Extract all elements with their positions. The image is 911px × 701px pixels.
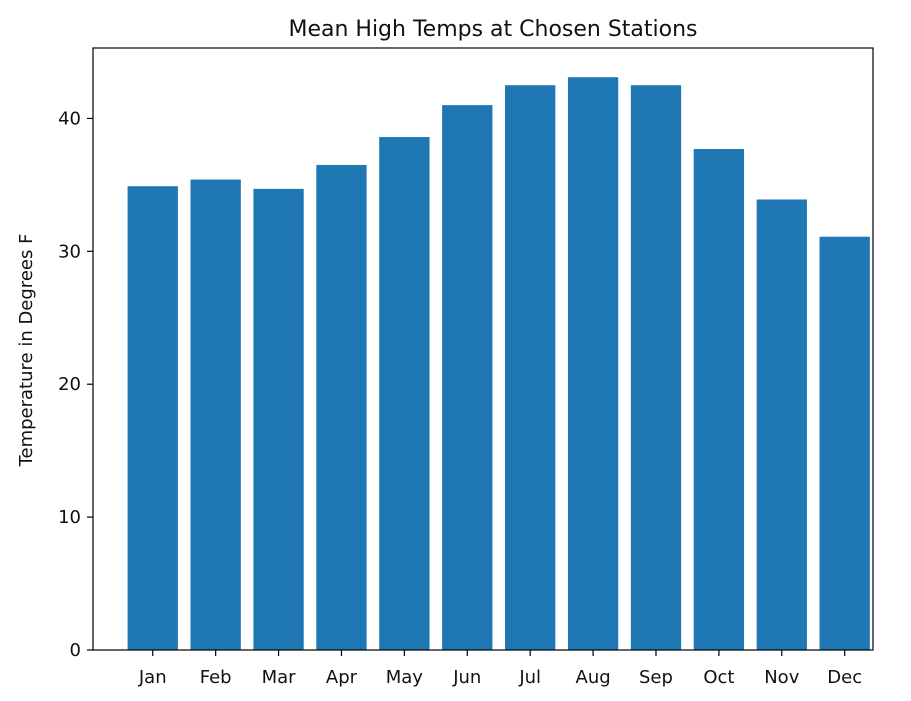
x-tick-label: Nov	[764, 667, 799, 688]
bar-aug	[567, 77, 619, 651]
bar-dec	[819, 236, 870, 650]
x-tick-label: Jul	[518, 667, 541, 688]
x-tick-label: Feb	[200, 667, 232, 688]
x-tick-label: Mar	[262, 667, 297, 688]
y-axis-ticks: 0 10 20 30 40	[58, 108, 93, 661]
y-tick-label: 0	[70, 640, 81, 661]
bar-jan	[127, 186, 178, 650]
bar-feb	[190, 179, 241, 650]
bar-mar	[253, 188, 304, 650]
y-tick-label: 10	[58, 507, 81, 528]
y-tick-label: 40	[58, 108, 81, 129]
y-tick-label: 30	[58, 241, 81, 262]
bar-oct	[693, 149, 745, 650]
bar-jun	[442, 105, 493, 650]
x-tick-label: Jun	[452, 667, 481, 688]
x-tick-label: Jan	[138, 667, 167, 688]
bar-may	[379, 137, 430, 651]
y-axis-label: Temperature in Degrees F	[16, 234, 37, 468]
bar-nov	[756, 199, 807, 650]
x-tick-label: May	[386, 667, 424, 688]
x-tick-label: Aug	[576, 667, 611, 688]
chart-title: Mean High Temps at Chosen Stations	[288, 17, 697, 42]
plot-frame	[92, 47, 874, 651]
bars-group	[127, 77, 870, 651]
x-axis-ticks: Jan Feb Mar Apr May Jun Jul Aug Sep Oct Nov Dec	[138, 650, 862, 688]
x-tick-label: Apr	[326, 667, 358, 688]
x-tick-label: Sep	[639, 667, 673, 688]
x-tick-label: Dec	[827, 667, 862, 688]
bar-sep	[630, 85, 682, 650]
x-tick-label: Oct	[703, 667, 734, 688]
bar-apr	[316, 164, 367, 650]
y-tick-label: 20	[58, 374, 81, 395]
bar-jul	[505, 85, 556, 650]
